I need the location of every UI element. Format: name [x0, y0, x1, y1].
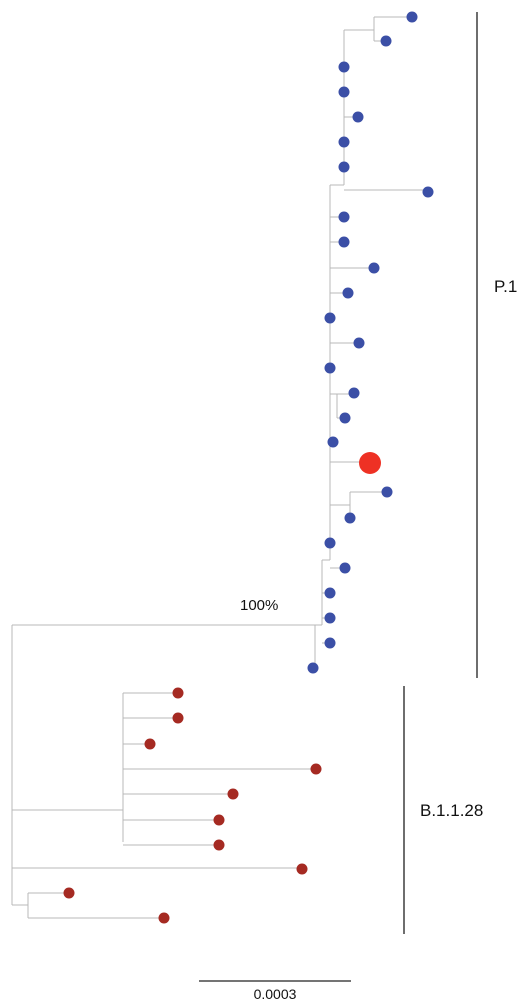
p1-tip	[348, 387, 360, 399]
b1128-tip	[172, 712, 184, 724]
p1-tip	[380, 35, 392, 47]
p1-tip	[368, 262, 380, 274]
p1-tip	[324, 587, 336, 599]
p1-tip	[353, 337, 365, 349]
b1128-tip	[310, 763, 322, 775]
bootstrap-support-label: 100%	[240, 597, 278, 614]
b1128-tips	[63, 687, 322, 924]
b1128-tip	[158, 912, 170, 924]
b1128-tip	[144, 738, 156, 750]
highlighted-sample-tip	[359, 452, 381, 474]
p1-tip	[324, 362, 336, 374]
p1-tip	[324, 637, 336, 649]
p1-tip	[338, 211, 350, 223]
p1-tip	[344, 512, 356, 524]
b1128-clade-label: B.1.1.28	[420, 801, 483, 820]
b1128-tip	[227, 788, 239, 800]
p1-tip	[338, 61, 350, 73]
p1-tip	[422, 186, 434, 198]
p1-tip	[338, 136, 350, 148]
p1-tip	[324, 537, 336, 549]
b1128-tip	[213, 839, 225, 851]
p1-tip	[338, 236, 350, 248]
p1-tip	[324, 612, 336, 624]
scale-bar-label: 0.0003	[254, 986, 297, 1002]
b1128-tip	[213, 814, 225, 826]
p1-tip	[324, 312, 336, 324]
b1128-tip	[172, 687, 184, 699]
p1-tip	[339, 412, 351, 424]
p1-tip	[339, 562, 351, 574]
p1-tips	[307, 11, 434, 674]
b1128-tip	[296, 863, 308, 875]
p1-tip	[307, 662, 319, 674]
p1-tip	[406, 11, 418, 23]
b1128-tip	[63, 887, 75, 899]
p1-tip	[342, 287, 354, 299]
p1-tip	[338, 161, 350, 173]
p1-tip	[352, 111, 364, 123]
p1-tip	[381, 486, 393, 498]
p1-tip	[327, 436, 339, 448]
p1-tip	[338, 86, 350, 98]
p1-clade-label: P.1	[494, 277, 517, 296]
